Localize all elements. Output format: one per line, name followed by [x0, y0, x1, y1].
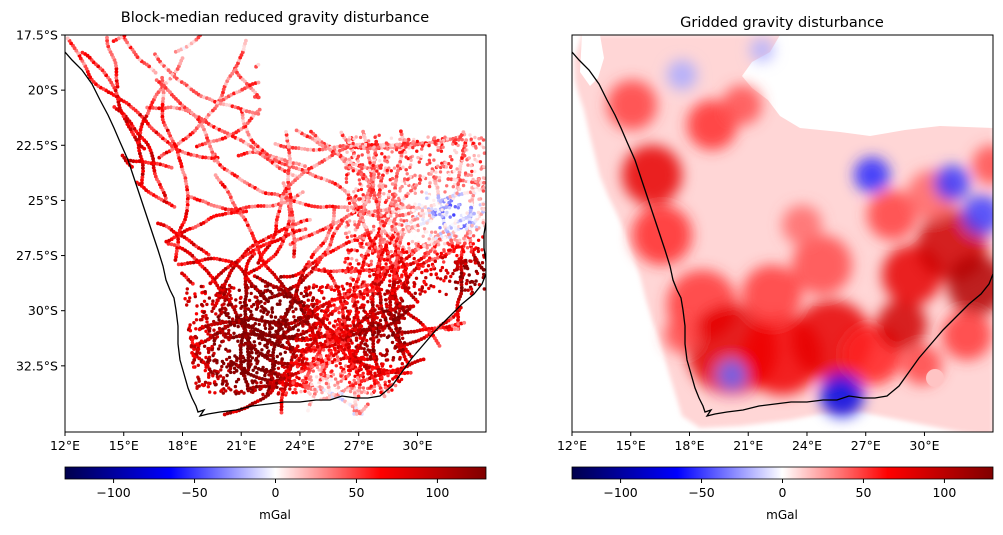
right-colorbar-label: mGal [766, 508, 798, 522]
right-map-title: Gridded gravity disturbance [680, 15, 884, 31]
left-x-axis: 12°E 15°E 18°E 21°E 24°E 27°E 30°E [50, 432, 433, 453]
x-tick-label: 12°E [50, 438, 80, 453]
left-map-plot-area [65, 33, 486, 432]
y-tick-label: 32.5°S [16, 358, 58, 373]
y-tick-label: 22.5°S [16, 138, 58, 153]
colorbar-tick-label: 50 [349, 485, 365, 500]
y-tick-label: 17.5°S [16, 28, 58, 43]
colorbar-tick-label: 100 [932, 485, 956, 500]
right-colorbar: −100 −50 0 50 100 mGal [572, 467, 993, 522]
colorbar-tick-label: −100 [603, 485, 637, 500]
left-colorbar: −100 −50 0 50 100 mGal [65, 467, 486, 522]
left-colorbar-label: mGal [259, 508, 291, 522]
left-map-panel: Block-median reduced gravity disturbance… [16, 10, 487, 453]
y-tick-label: 20°S [28, 83, 58, 98]
x-tick-label: 18°E [167, 438, 197, 453]
x-tick-label: 12°E [557, 438, 587, 453]
x-tick-label: 30°E [909, 438, 939, 453]
colorbar-tick-label: 100 [425, 485, 449, 500]
y-tick-label: 30°S [28, 303, 58, 318]
colorbar-tick-label: 50 [856, 485, 872, 500]
left-map-title: Block-median reduced gravity disturbance [121, 10, 429, 26]
x-tick-label: 27°E [851, 438, 881, 453]
colorbar-tick-label: 0 [779, 485, 787, 500]
colorbar-tick-label: −100 [96, 485, 130, 500]
x-tick-label: 21°E [733, 438, 763, 453]
x-tick-label: 24°E [285, 438, 315, 453]
x-tick-label: 15°E [109, 438, 139, 453]
x-tick-label: 24°E [792, 438, 822, 453]
y-tick-label: 27.5°S [16, 248, 58, 263]
right-map-panel: Gridded gravity disturbance 12°E 15°E 18°E… [557, 15, 1003, 453]
y-tick-label: 25°S [28, 193, 58, 208]
x-tick-label: 15°E [616, 438, 646, 453]
x-tick-label: 18°E [674, 438, 704, 453]
left-y-axis: 17.5°S 20°S 22.5°S 25°S 27.5°S 30°S 32.5°S [16, 28, 65, 374]
x-tick-label: 27°E [344, 438, 374, 453]
colorbar-tick-label: 0 [272, 485, 280, 500]
right-x-axis: 12°E 15°E 18°E 21°E 24°E 27°E 30°E [557, 432, 940, 453]
colorbar-tick-label: −50 [688, 485, 714, 500]
x-tick-label: 30°E [402, 438, 432, 453]
colorbar-tick-label: −50 [181, 485, 207, 500]
x-tick-label: 21°E [226, 438, 256, 453]
right-map-plot-area [572, 35, 1003, 436]
